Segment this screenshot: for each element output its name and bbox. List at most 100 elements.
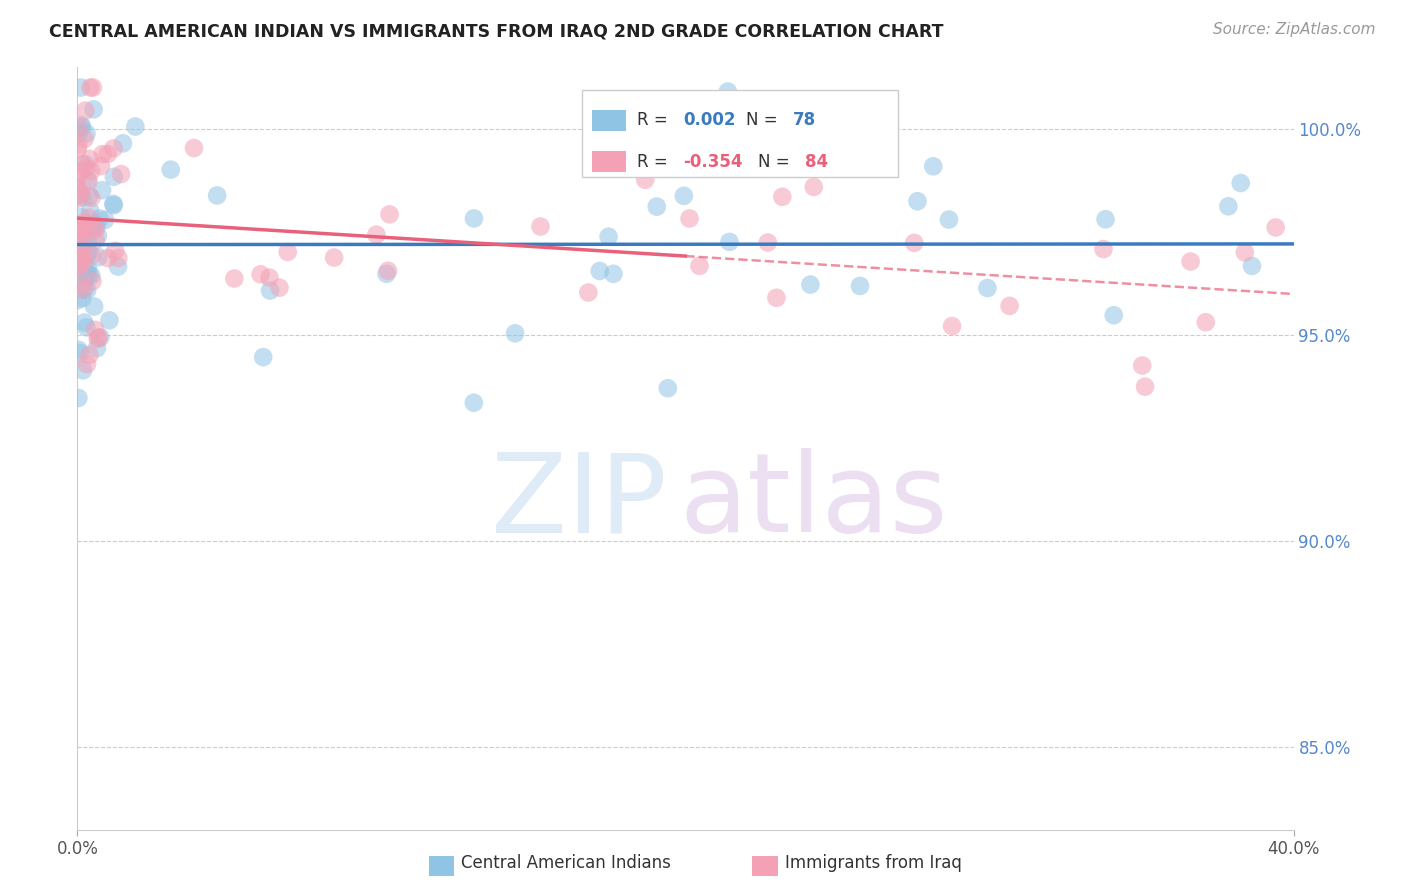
Point (67, 343, 90, 357)
Point (72, 282, 94, 296)
Point (124, 120, 146, 134)
Text: 84: 84 (804, 153, 828, 170)
Point (1233, 245, 1256, 260)
Point (67, 126, 90, 140)
Text: Central American Indians: Central American Indians (461, 855, 671, 872)
Point (976, 281, 998, 295)
Point (83, 217, 105, 231)
Point (70, 291, 93, 305)
Point (83, 300, 105, 314)
Text: R =: R = (637, 112, 673, 129)
Point (87, 250, 110, 264)
Point (75, 161, 97, 176)
Point (79, 189, 101, 203)
Point (104, 244, 127, 258)
Point (718, 235, 741, 249)
Point (82, 80, 104, 95)
Text: N =: N = (758, 153, 796, 170)
Point (75, 103, 97, 118)
Point (107, 251, 129, 265)
Point (252, 350, 274, 364)
Point (67, 219, 90, 234)
Point (73, 231, 96, 245)
Point (84, 223, 107, 237)
Point (589, 264, 612, 278)
Point (72, 363, 94, 377)
Point (1094, 212, 1116, 227)
Point (76, 127, 98, 141)
Point (69, 277, 91, 292)
Point (463, 211, 485, 226)
Point (463, 396, 485, 410)
Point (98, 313, 121, 327)
Point (80, 191, 103, 205)
Point (377, 264, 399, 278)
Point (86, 332, 108, 346)
Point (66, 142, 89, 156)
Point (1102, 308, 1125, 322)
Point (76, 249, 98, 263)
Point (77, 245, 100, 260)
Point (998, 299, 1021, 313)
Point (70, 219, 93, 234)
Point (83, 220, 105, 235)
Point (66, 217, 89, 231)
Point (80, 248, 103, 262)
Point (375, 267, 398, 281)
Point (73, 216, 96, 230)
Point (73, 272, 96, 286)
Point (67, 181, 90, 195)
Point (323, 251, 346, 265)
Point (70, 249, 93, 263)
Point (503, 326, 526, 341)
Point (73, 132, 96, 146)
Point (79, 152, 101, 166)
Point (657, 381, 679, 395)
Text: ZIP: ZIP (492, 448, 668, 555)
Point (366, 227, 388, 242)
Point (103, 197, 125, 211)
Point (69, 224, 91, 238)
FancyBboxPatch shape (592, 151, 626, 172)
Point (645, 200, 668, 214)
Text: Immigrants from Iraq: Immigrants from Iraq (785, 855, 962, 872)
Point (76, 283, 98, 297)
Point (1133, 380, 1156, 394)
Point (89, 211, 111, 226)
Point (634, 173, 657, 187)
Point (672, 189, 695, 203)
Point (803, 180, 825, 194)
Point (72, 190, 94, 204)
Point (159, 162, 181, 177)
Point (103, 169, 125, 184)
Point (110, 167, 132, 181)
Point (89, 330, 111, 344)
Point (70, 210, 93, 224)
Point (75, 268, 97, 283)
Point (86, 341, 108, 355)
Point (111, 136, 134, 151)
Point (70, 120, 93, 135)
Point (73, 316, 96, 330)
Point (72, 157, 94, 171)
Point (205, 188, 228, 202)
Point (529, 219, 551, 234)
Text: 0.002: 0.002 (683, 112, 735, 129)
Point (72, 226, 94, 240)
Point (103, 198, 125, 212)
Point (799, 277, 821, 292)
Point (1180, 254, 1202, 268)
Point (76, 261, 98, 276)
Point (67, 137, 90, 152)
Point (602, 267, 624, 281)
Point (77, 174, 100, 188)
Point (73, 260, 96, 274)
Point (87, 228, 110, 243)
Point (576, 285, 599, 300)
Point (938, 212, 960, 227)
Point (79, 204, 101, 219)
Point (66, 260, 89, 274)
Point (83, 103, 105, 117)
Point (756, 235, 779, 250)
Point (259, 270, 281, 285)
